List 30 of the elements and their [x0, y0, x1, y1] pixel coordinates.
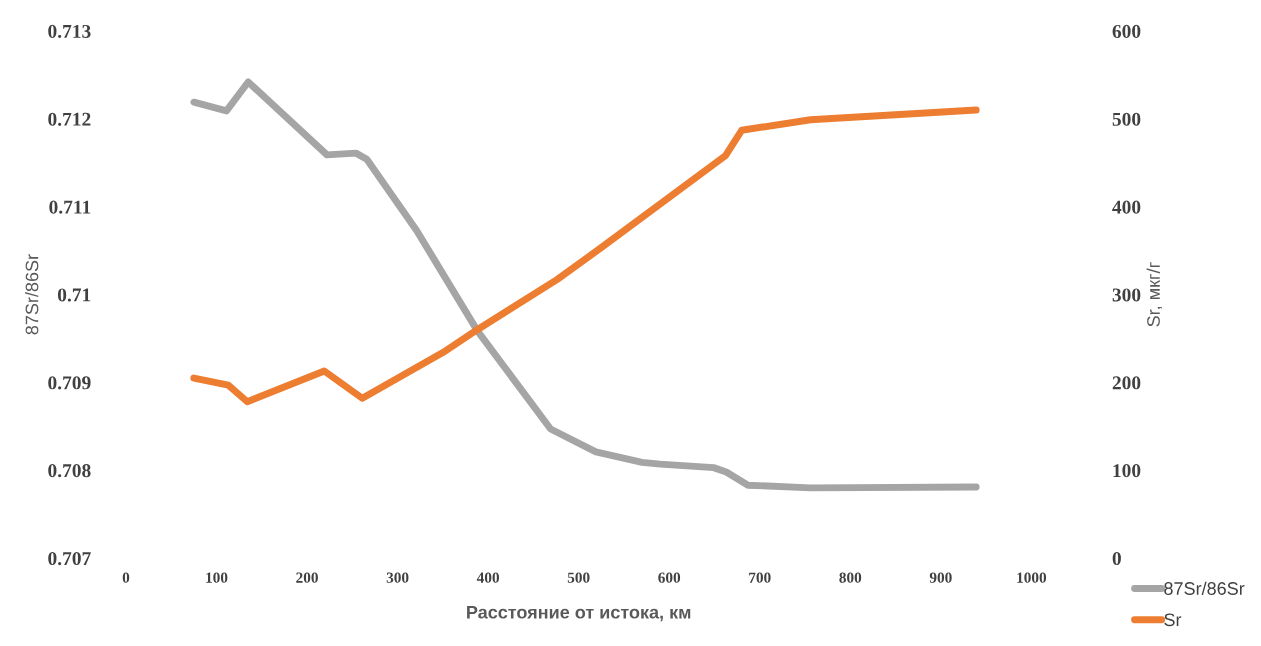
y2-axis-title: Sr, мкг/г — [1146, 262, 1163, 327]
x-axis-title: Расстояние от истока, км — [467, 606, 691, 622]
y-tick-label: 0.707 — [48, 551, 91, 566]
y2-tick-label: 500 — [1112, 112, 1141, 126]
legend-label: 87Sr/86Sr — [1164, 581, 1245, 595]
y2-tick-label: 200 — [1112, 376, 1141, 390]
y2-tick-label: 300 — [1112, 288, 1141, 302]
y2-tick-label: 100 — [1113, 464, 1141, 478]
x-tick-label: 1000 — [1017, 572, 1047, 583]
y-tick-label: 0.708 — [48, 464, 91, 478]
y2-tick-label: 0 — [1112, 551, 1121, 566]
x-tick-label: 0 — [122, 572, 130, 583]
legend-label: Sr — [1164, 613, 1182, 627]
x-tick-label: 300 — [386, 572, 409, 583]
x-tick-label: 400 — [476, 572, 500, 583]
x-tick-label: 600 — [658, 572, 681, 583]
x-tick-label: 100 — [206, 572, 228, 583]
x-tick-label: 800 — [839, 572, 862, 583]
y-axis-title: 87Sr/86Sr — [25, 254, 39, 335]
y-tick-label: 0.712 — [48, 112, 91, 126]
x-tick-label: 700 — [749, 572, 771, 583]
y2-tick-label: 400 — [1112, 200, 1141, 214]
y2-tick-label: 600 — [1112, 24, 1141, 38]
y-tick-label: 0.711 — [49, 200, 91, 214]
y-tick-label: 0.709 — [48, 376, 91, 390]
x-tick-label: 200 — [296, 572, 318, 583]
y-tick-label: 0.71 — [57, 288, 91, 302]
x-tick-label: 500 — [567, 572, 590, 583]
y-tick-label: 0.713 — [48, 24, 91, 39]
x-tick-label: 900 — [929, 572, 952, 583]
